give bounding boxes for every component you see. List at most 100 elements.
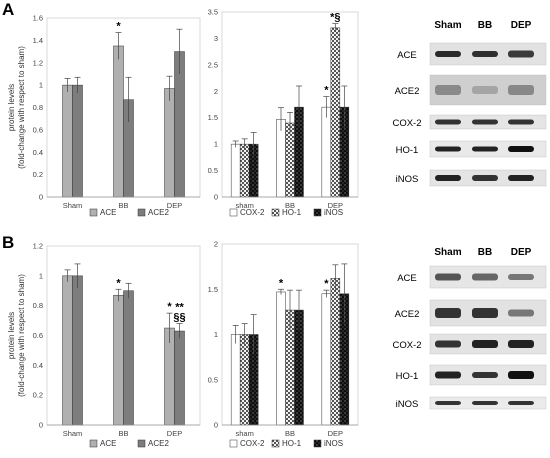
significance-mark: *: [167, 301, 172, 313]
western-blot-b: Sham BB DEP ACE ACE2 COX-2 HO-1 iNOS: [392, 247, 547, 410]
legend-label-cox-2: COX-2: [240, 208, 265, 217]
y-tick-label: 3.5: [208, 8, 218, 17]
blot-band: [508, 175, 534, 181]
y-tick-label: 1.5: [208, 285, 218, 294]
legend-label-ace: ACE: [100, 208, 116, 217]
legend-swatch-inos: [313, 208, 322, 217]
blot-band: [508, 309, 534, 317]
x-category-label: BB: [285, 429, 295, 438]
blot-band: [472, 175, 498, 181]
blot-band: [435, 371, 461, 379]
significance-mark: *: [116, 277, 121, 289]
bar-cox-2-bb: [276, 119, 286, 198]
bar-ace-sham: [62, 275, 73, 426]
blot-row-label-ace: ACE: [397, 50, 417, 61]
x-category-label: Sham: [63, 429, 83, 438]
blot-band: [508, 146, 534, 152]
blot-band: [472, 308, 498, 318]
significance-mark: *: [279, 277, 284, 289]
y-tick-label: 0: [39, 421, 43, 430]
blot-lane-header-dep: DEP: [511, 20, 532, 31]
blot-band: [472, 146, 498, 152]
significance-mark: *: [324, 278, 329, 290]
blot-row-label-inos: iNOS: [396, 399, 419, 410]
legend-label-ace: ACE: [100, 439, 116, 448]
western-blot-a: Sham BB DEP ACE ACE2 COX-2 HO-1 iNOS: [392, 20, 547, 187]
y-tick-label: 0: [39, 193, 43, 202]
y-tick-label: 1.4: [33, 36, 43, 45]
legend-label-ho-1: HO-1: [282, 208, 302, 217]
legend-label-ace2: ACE2: [148, 208, 169, 217]
blot-band: [435, 401, 461, 405]
blot-band: [508, 85, 534, 95]
blot-band: [435, 340, 461, 348]
legend-swatch-ho-1: [271, 439, 280, 448]
legend-swatch-ace: [89, 208, 98, 217]
bar-ho-1-dep: [330, 278, 341, 426]
y-tick-label: 1: [214, 330, 218, 339]
blot-band: [508, 340, 534, 348]
bar-ace-bb: [113, 45, 124, 198]
significance-mark: *: [116, 21, 121, 33]
blot-band: [508, 119, 534, 125]
x-category-label: DEP: [328, 201, 343, 210]
blot-lane-header-bb: BB: [478, 20, 492, 31]
y-tick-label: 1.6: [33, 14, 43, 23]
y-tick-label: 0.4: [33, 361, 43, 370]
bar-ace-dep: [164, 88, 175, 198]
y-tick-label: 0.6: [33, 331, 43, 340]
bar-ho-1-sham: [239, 143, 250, 198]
blot-band: [472, 340, 498, 348]
blot-band: [435, 146, 461, 152]
y-axis-label: (fold-change with respect to sham): [17, 274, 26, 397]
legend-swatch-cox-2: [229, 208, 238, 217]
bar-ace2-sham: [72, 84, 83, 198]
y-tick-label: 0.2: [33, 170, 43, 179]
legend-label-ace2: ACE2: [148, 439, 169, 448]
blot-band: [472, 119, 498, 125]
chart-a-ace-ace2: 0 0.2 0.4 0.6 0.8 1 1.2 1.4 1.6 protein levels (fo…: [7, 14, 201, 217]
y-tick-label: 1.5: [208, 113, 218, 122]
bar-cox-2-dep: [321, 293, 332, 426]
y-tick-label: 2: [214, 240, 218, 249]
bar-ace2-sham: [72, 275, 83, 426]
bar-ace2-dep: [174, 330, 185, 426]
blot-band: [435, 273, 461, 281]
blot-lane-header-bb: BB: [478, 247, 492, 258]
legend-label-cox-2: COX-2: [240, 439, 265, 448]
blot-row-label-ace2: ACE2: [395, 309, 420, 320]
legend-swatch-ho-1: [271, 208, 280, 217]
y-tick-label: 0.4: [33, 148, 43, 157]
blot-band: [435, 175, 461, 181]
blot-band: [508, 50, 534, 58]
blot-row-label-cox-2: COX-2: [392, 340, 421, 351]
chart-b-ace-ace2: 0 0.2 0.4 0.6 0.8 1 1.2 protein levels (fold-cha…: [7, 242, 201, 448]
y-tick-label: 0: [214, 421, 218, 430]
blot-band: [472, 273, 498, 281]
y-tick-label: 0.5: [208, 375, 218, 384]
significance-mark: *: [324, 85, 329, 97]
y-tick-label: 0.8: [33, 301, 43, 310]
blot-lane-header-sham: Sham: [434, 20, 461, 31]
y-tick-label: 0: [214, 193, 218, 202]
blot-band: [508, 401, 534, 405]
bar-cox-2-dep: [321, 106, 332, 198]
y-tick-label: 2: [214, 87, 218, 96]
legend-swatch-ace2: [137, 208, 146, 217]
bar-ho-1-sham: [239, 334, 250, 426]
x-category-label: BB: [118, 201, 128, 210]
y-tick-label: 0.5: [208, 166, 218, 175]
x-category-label: BB: [118, 429, 128, 438]
y-axis-label: protein levels: [7, 84, 16, 131]
y-tick-label: 1.2: [33, 242, 43, 251]
blot-row-label-inos: iNOS: [396, 174, 419, 185]
y-tick-label: 2.5: [208, 60, 218, 69]
bar-ho-1-dep: [330, 27, 341, 198]
x-category-label: sham: [235, 429, 253, 438]
panel-letter-b: B: [2, 233, 14, 252]
panel-letter-a: A: [2, 0, 14, 19]
blot-band: [435, 85, 461, 95]
blot-row-label-ace2: ACE2: [395, 86, 420, 97]
significance-mark: §§: [173, 312, 185, 324]
y-tick-label: 1: [214, 140, 218, 149]
